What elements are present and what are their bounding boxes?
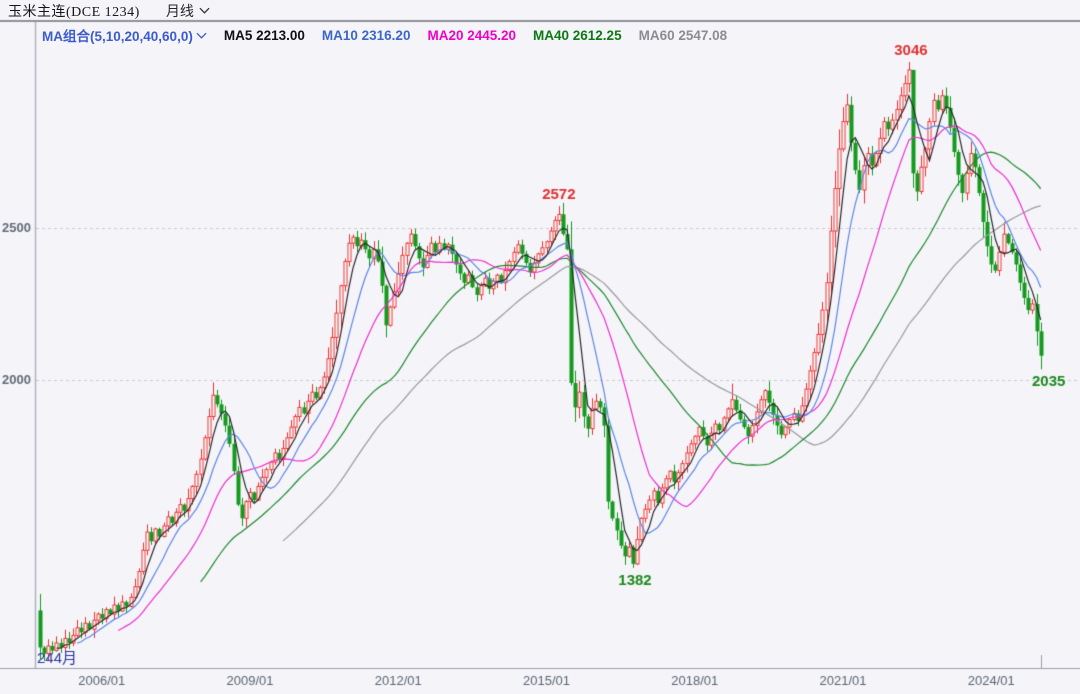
ma5-value: MA5 2213.00 [223,27,305,43]
ma20-value: MA20 2445.20 [427,27,517,43]
period-selector[interactable]: 月线 [166,1,210,21]
ma40-value: MA40 2612.25 [533,27,622,43]
chart-header: 玉米主连(DCE 1234) 月线 [0,0,1080,21]
period-label: 月线 [165,4,194,20]
instrument-title: 玉米主连(DCE 1234) [8,4,140,20]
ma-legend: MA组合(5,10,20,40,60,0) MA5 2213.00 MA10 2… [42,25,727,45]
chevron-down-icon [196,32,207,39]
ma60-value: MA60 2547.08 [638,27,728,43]
ma-settings-dropdown[interactable]: MA组合(5,10,20,40,60,0) [42,25,207,45]
ma-group-label: MA组合(5,10,20,40,60,0) [42,29,193,44]
chevron-down-icon [199,7,210,14]
ma10-value: MA10 2316.20 [321,27,411,43]
